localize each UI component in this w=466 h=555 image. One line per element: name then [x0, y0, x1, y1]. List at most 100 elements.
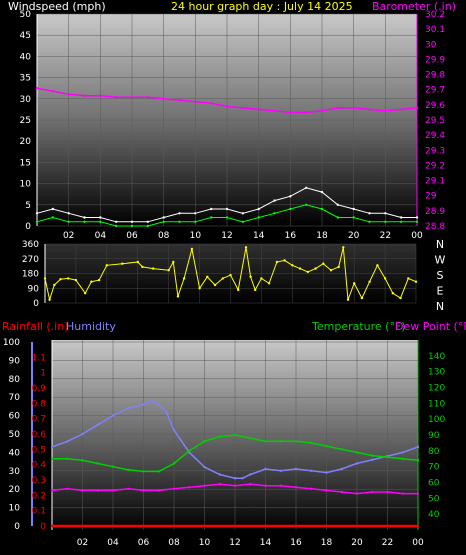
direction-point — [121, 262, 124, 265]
rainfall-tick-label: 1.1 — [32, 353, 46, 363]
humidity-point — [157, 403, 160, 406]
direction-point — [399, 296, 402, 300]
wind-point — [352, 207, 355, 211]
wind-point — [384, 212, 387, 215]
wind-point — [67, 212, 70, 215]
direction-point — [322, 262, 325, 265]
direction-point — [267, 282, 271, 285]
humidity-point — [233, 477, 237, 480]
gust-point — [336, 216, 339, 219]
humidity-point — [355, 462, 359, 465]
humidity-point — [66, 440, 69, 443]
wind-point — [210, 207, 213, 211]
direction-point — [342, 246, 345, 249]
barometer-point — [384, 109, 387, 113]
gust-point — [241, 220, 244, 223]
hour-tick-label: 14 — [253, 231, 265, 241]
barometer-point — [178, 99, 181, 102]
barometer-tick-labels: 28.8 28.9 29 29.1 29.2 29.3 29.4 29.5 29.6 29.7 29… — [425, 10, 445, 232]
windspeed-tick-label: 35 — [20, 74, 31, 84]
rainfall-tick-label: 0.6 — [32, 430, 47, 440]
wind-point — [257, 207, 260, 211]
gust-point — [305, 203, 308, 206]
temperature-point — [340, 448, 343, 451]
temperature-tick-label: 60 — [428, 479, 440, 489]
temperature-tick-label: 130 — [428, 368, 445, 378]
hour-tick-label: 14 — [260, 538, 272, 548]
direction-tick-labels: 0 90 180 270 360 — [22, 240, 39, 309]
temperature-tick-label: 90 — [428, 431, 440, 441]
barometer-tick-label: 29 — [425, 192, 437, 202]
temperature-point — [310, 441, 313, 445]
barometer-point — [289, 111, 292, 114]
wind-panel-hour-labels: 02 04 06 08 10 12 14 16 18 20 22 00 — [63, 231, 423, 241]
gust-point — [289, 207, 292, 211]
hour-tick-label: 06 — [126, 231, 138, 241]
barometer-point — [352, 106, 355, 110]
barometer-point — [400, 108, 403, 111]
humidity-point — [371, 458, 374, 461]
barometer-tick-label: 29.6 — [425, 101, 445, 111]
dewpoint-point — [50, 489, 54, 492]
hour-tick-label: 04 — [107, 538, 119, 548]
humidity-tick-label: 80 — [9, 375, 21, 385]
wind-point — [225, 207, 229, 211]
humidity-point — [241, 477, 244, 480]
barometer-point — [273, 109, 276, 113]
dewpoint-point — [218, 482, 221, 486]
dewpoint-point — [127, 487, 130, 490]
barometer-tick-label: 29.4 — [425, 131, 445, 141]
direction-point — [391, 292, 394, 295]
barometer-tick-label: 29.8 — [425, 71, 445, 81]
humidity-tick-label: 20 — [9, 485, 21, 495]
direction-point — [67, 277, 70, 280]
temperature-point — [355, 451, 359, 454]
humidity-point — [264, 467, 267, 471]
temperature-point — [249, 437, 252, 440]
windspeed-tick-label: 25 — [20, 116, 31, 126]
barometer-point — [368, 108, 371, 111]
rainfall-axis-label: Rainfall (.in) — [2, 320, 69, 333]
gust-point — [257, 216, 260, 219]
humidity-tick-label: 90 — [9, 356, 21, 366]
temperature-point — [386, 456, 389, 459]
barometer-tick-label: 29.3 — [425, 146, 445, 156]
barometer-axis-label: Barometer (.in) — [372, 0, 456, 13]
windspeed-tick-label: 15 — [20, 158, 31, 168]
barometer-tick-label: 29.7 — [425, 86, 445, 96]
wind-point — [115, 220, 118, 223]
temperature-point — [188, 449, 191, 452]
compass-label: N — [436, 300, 444, 313]
dewpoint-point — [188, 486, 191, 489]
gust-point — [415, 220, 419, 223]
barometer-tick-label: 28.8 — [425, 222, 445, 232]
humidity-point — [172, 429, 176, 432]
hour-tick-label: 20 — [351, 538, 363, 548]
rainfall-tick-labels: 0 0.1 0.2 0.3 0.4 0.5 0.6 0.7 0.8 0.9 1 1.1 — [32, 353, 47, 532]
direction-point — [383, 277, 387, 280]
hour-tick-label: 02 — [77, 538, 88, 548]
gust-point — [178, 220, 181, 223]
dewpoint-point — [416, 492, 420, 495]
hour-tick-label: 08 — [168, 538, 180, 548]
direction-line — [44, 247, 417, 302]
humidity-point — [416, 445, 420, 449]
humidity-point — [249, 473, 252, 476]
humidity-point — [81, 432, 84, 436]
barometer-point — [146, 96, 149, 99]
wind-point — [400, 216, 403, 219]
rainfall-tick-label: 0.2 — [32, 491, 46, 501]
gust-point — [210, 216, 213, 219]
gust-point — [51, 216, 54, 219]
direction-point — [414, 280, 418, 283]
direction-tick-label: 360 — [22, 240, 39, 250]
rainfall-tick-label: 0.8 — [32, 399, 47, 409]
dewpoint-point — [279, 484, 282, 487]
barometer-point — [415, 106, 419, 110]
temperature-tick-label: 40 — [428, 510, 440, 520]
direction-tick-label: 270 — [22, 255, 39, 265]
humidity-point — [218, 473, 221, 476]
direction-point — [376, 264, 379, 267]
temperature-tick-label: 70 — [428, 463, 440, 473]
temperature-tick-label: 80 — [428, 447, 440, 457]
